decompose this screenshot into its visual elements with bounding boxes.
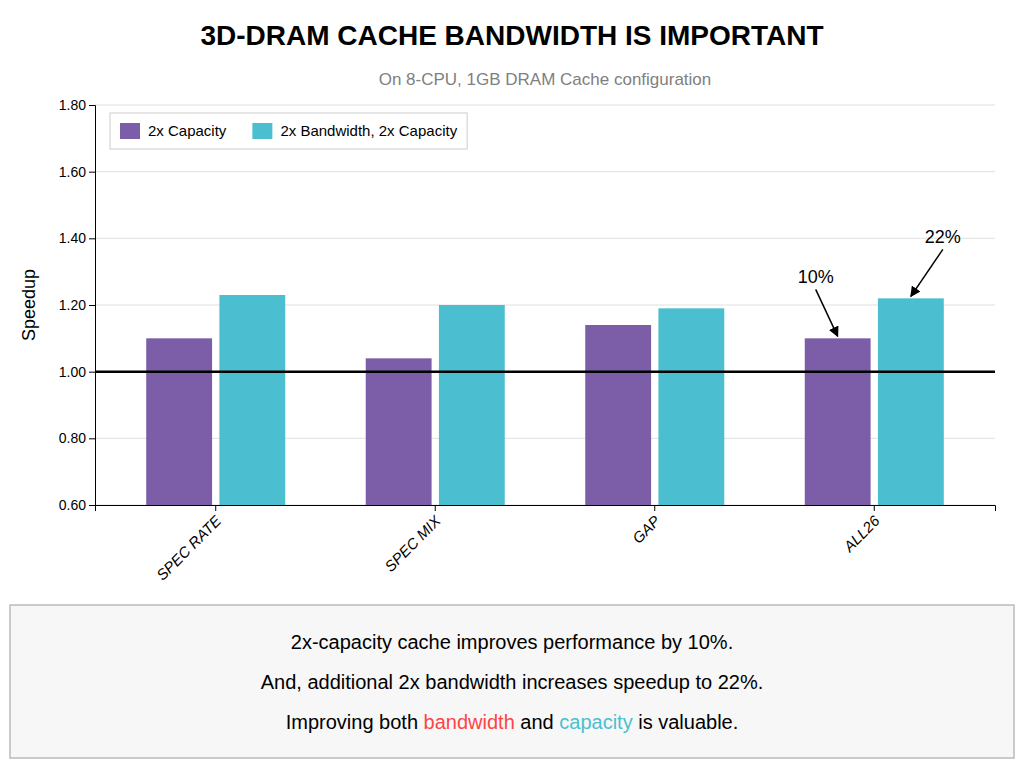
bar (439, 305, 505, 505)
footer-text-part: Improving both (286, 711, 424, 733)
bar (219, 295, 285, 505)
grid-line (95, 171, 995, 172)
tick-label: GAP (629, 512, 663, 546)
tick: SPEC MIX (381, 505, 444, 575)
legend-swatch (120, 123, 140, 139)
footer-text-part: and (515, 711, 559, 733)
tick-mark (89, 105, 95, 106)
tick-mark (89, 172, 95, 173)
legend-label: 2x Bandwidth, 2x Capacity (280, 122, 457, 139)
annotation-arrow (816, 289, 838, 336)
tick-label: SPEC RATE (153, 511, 225, 583)
footer-text: Improving both bandwidth and capacity is… (286, 711, 739, 733)
tick-label: 1.80 (59, 97, 86, 113)
tick-mark (215, 505, 216, 511)
y-axis: 0.60 0.80 1.00 1.20 1.40 1.60 1.80 (59, 97, 96, 513)
title: 3D-DRAM CACHE BANDWIDTH IS IMPORTANT (200, 20, 823, 51)
tick-label: ALL26 (839, 512, 883, 556)
grid-line (95, 371, 995, 372)
footer-text: And, additional 2x bandwidth increases s… (261, 671, 764, 693)
grid-line (95, 238, 995, 239)
bar (658, 308, 724, 505)
y-axis-title: Speedup (19, 269, 39, 341)
annotation-arrow (911, 249, 943, 296)
tick-label: SPEC MIX (381, 511, 444, 574)
tick-mark (874, 505, 875, 511)
tick: 0.60 (59, 497, 95, 513)
tick-mark (89, 438, 95, 439)
tick-mark (89, 305, 95, 306)
axis-line (89, 106, 96, 506)
tick: 1.60 (59, 164, 95, 180)
baseline (95, 370, 995, 373)
tick-label: 1.40 (59, 230, 86, 246)
bar (585, 325, 651, 505)
tick-label: 0.80 (59, 430, 86, 446)
tick-label: 1.00 (59, 364, 86, 380)
tick-label: 1.60 (59, 164, 86, 180)
legend: 2x Capacity 2x Bandwidth, 2x Capacity (110, 113, 467, 149)
chart: 3D-DRAM CACHE BANDWIDTH IS IMPORTANT On 8… (0, 0, 1024, 768)
tick: 0.80 (59, 430, 95, 446)
tick-mark (89, 505, 95, 506)
footer-text: 2x-capacity cache improves performance b… (291, 631, 733, 653)
tick-label: 0.60 (59, 497, 86, 513)
tick: 1.20 (59, 297, 95, 313)
tick: ALL26 (839, 505, 883, 555)
legend-label: 2x Capacity (148, 122, 227, 139)
bar (805, 338, 871, 505)
footer-text-part: capacity (559, 711, 632, 733)
tick: 1.40 (59, 230, 95, 246)
tick-mark (89, 372, 95, 373)
footer-text-part: bandwidth (424, 711, 515, 733)
x-axis: SPEC RATE SPEC MIX GAP ALL26 (96, 505, 996, 583)
bar (878, 298, 944, 505)
legend-frame (110, 113, 467, 149)
tick: 1.00 (59, 364, 95, 380)
footer-text-part: is valuable. (633, 711, 739, 733)
bar (146, 338, 212, 505)
tick: 1.80 (59, 97, 95, 113)
legend-swatch (252, 123, 272, 139)
annotations: 10% 22% (798, 227, 961, 336)
tick-mark (435, 505, 436, 511)
annotation: 22% (925, 227, 961, 247)
bar (366, 358, 432, 505)
footer: 2x-capacity cache improves performance b… (10, 605, 1014, 758)
tick: GAP (629, 505, 663, 546)
subtitle: On 8-CPU, 1GB DRAM Cache configuration (379, 70, 712, 89)
grid-line (95, 105, 995, 106)
tick-mark (89, 238, 95, 239)
footer-box (10, 605, 1014, 758)
tick-mark (654, 505, 655, 511)
axis-line (96, 506, 996, 512)
bars (95, 295, 995, 505)
tick: SPEC RATE (153, 505, 225, 583)
tick-label: 1.20 (59, 297, 86, 313)
annotation: 10% (798, 267, 834, 287)
